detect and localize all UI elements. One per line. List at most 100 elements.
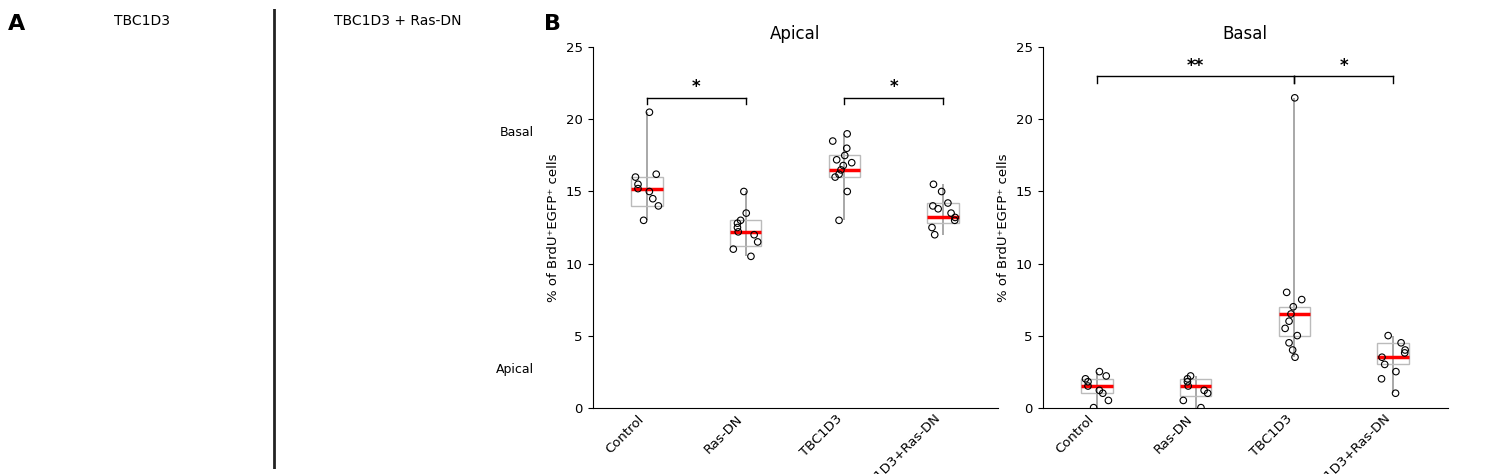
Point bbox=[1274, 325, 1298, 332]
Text: Basal: Basal bbox=[500, 126, 534, 139]
Point bbox=[1286, 332, 1310, 339]
Point bbox=[1376, 332, 1400, 339]
Point bbox=[646, 202, 670, 210]
Bar bbox=[1082, 379, 1113, 393]
Point bbox=[1192, 387, 1216, 394]
Bar bbox=[828, 155, 860, 177]
Point bbox=[944, 214, 968, 221]
Point bbox=[922, 231, 946, 238]
Point bbox=[644, 171, 668, 178]
Point bbox=[1076, 378, 1100, 385]
Point bbox=[1290, 296, 1314, 303]
Point bbox=[638, 188, 662, 195]
Text: B: B bbox=[544, 14, 561, 34]
Point bbox=[920, 224, 944, 231]
Point bbox=[746, 238, 770, 246]
Point bbox=[1094, 372, 1118, 380]
Point bbox=[1275, 289, 1299, 296]
Point bbox=[1372, 361, 1396, 368]
Y-axis label: % of BrdU⁺EGFP⁺ cells: % of BrdU⁺EGFP⁺ cells bbox=[548, 153, 560, 302]
Point bbox=[1190, 404, 1214, 411]
Point bbox=[1176, 375, 1200, 383]
Point bbox=[742, 231, 766, 238]
Point bbox=[1172, 397, 1196, 404]
Point bbox=[1389, 339, 1413, 346]
Point bbox=[632, 217, 656, 224]
Point bbox=[821, 137, 844, 145]
Point bbox=[1074, 375, 1098, 383]
Bar bbox=[1180, 379, 1212, 396]
Point bbox=[833, 152, 856, 159]
Title: Apical: Apical bbox=[770, 25, 820, 43]
Point bbox=[824, 173, 848, 181]
Point bbox=[1082, 404, 1106, 411]
Point bbox=[930, 188, 954, 195]
Point bbox=[1370, 354, 1394, 361]
Point bbox=[1370, 375, 1394, 383]
Point bbox=[1281, 346, 1305, 354]
Point bbox=[836, 188, 860, 195]
Point bbox=[836, 145, 860, 152]
Text: **: ** bbox=[1186, 57, 1204, 75]
Point bbox=[1179, 372, 1203, 380]
Point bbox=[1282, 354, 1306, 361]
Point bbox=[740, 253, 764, 260]
Point bbox=[1281, 303, 1305, 310]
Point bbox=[732, 188, 756, 195]
Point bbox=[1282, 94, 1306, 101]
Point bbox=[1176, 378, 1200, 385]
Point bbox=[734, 210, 758, 217]
Point bbox=[1088, 368, 1112, 375]
Point bbox=[1090, 390, 1114, 397]
Point bbox=[921, 202, 945, 210]
Point bbox=[926, 205, 950, 212]
Point bbox=[1394, 346, 1417, 354]
Text: Apical: Apical bbox=[496, 363, 534, 376]
Point bbox=[827, 217, 850, 224]
Point bbox=[1280, 310, 1304, 318]
Bar bbox=[1278, 307, 1310, 336]
Point bbox=[840, 159, 864, 166]
Bar bbox=[632, 177, 663, 206]
Point bbox=[726, 219, 750, 227]
Point bbox=[1176, 382, 1200, 390]
Point bbox=[626, 185, 650, 192]
Point bbox=[638, 109, 662, 116]
Point bbox=[830, 166, 854, 173]
Point bbox=[1276, 339, 1300, 346]
Point bbox=[640, 195, 664, 202]
Bar bbox=[730, 220, 762, 246]
Point bbox=[1276, 318, 1300, 325]
Point bbox=[936, 199, 960, 207]
Point bbox=[722, 246, 746, 253]
Bar bbox=[927, 203, 958, 223]
Point bbox=[939, 210, 963, 217]
Point bbox=[729, 217, 753, 224]
Point bbox=[831, 162, 855, 169]
Y-axis label: % of BrdU⁺EGFP⁺ cells: % of BrdU⁺EGFP⁺ cells bbox=[998, 153, 1010, 302]
Point bbox=[827, 171, 850, 178]
Point bbox=[825, 156, 849, 164]
Point bbox=[1384, 368, 1408, 375]
Point bbox=[1088, 387, 1112, 394]
Title: Basal: Basal bbox=[1222, 25, 1268, 43]
Point bbox=[1196, 390, 1219, 397]
Text: *: * bbox=[1340, 57, 1348, 75]
Text: TBC1D3 + Ras-DN: TBC1D3 + Ras-DN bbox=[333, 14, 462, 28]
Point bbox=[836, 130, 860, 137]
Text: *: * bbox=[692, 78, 700, 96]
Bar bbox=[1377, 343, 1408, 365]
Point bbox=[1392, 349, 1416, 356]
Text: *: * bbox=[890, 78, 898, 96]
Point bbox=[624, 173, 648, 181]
Point bbox=[726, 228, 750, 236]
Point bbox=[1076, 382, 1100, 390]
Point bbox=[1096, 397, 1120, 404]
Point bbox=[1383, 390, 1407, 397]
Point bbox=[921, 181, 945, 188]
Text: TBC1D3: TBC1D3 bbox=[114, 14, 171, 28]
Point bbox=[626, 181, 650, 188]
Point bbox=[726, 224, 750, 231]
Point bbox=[942, 217, 966, 224]
Text: A: A bbox=[8, 14, 24, 34]
